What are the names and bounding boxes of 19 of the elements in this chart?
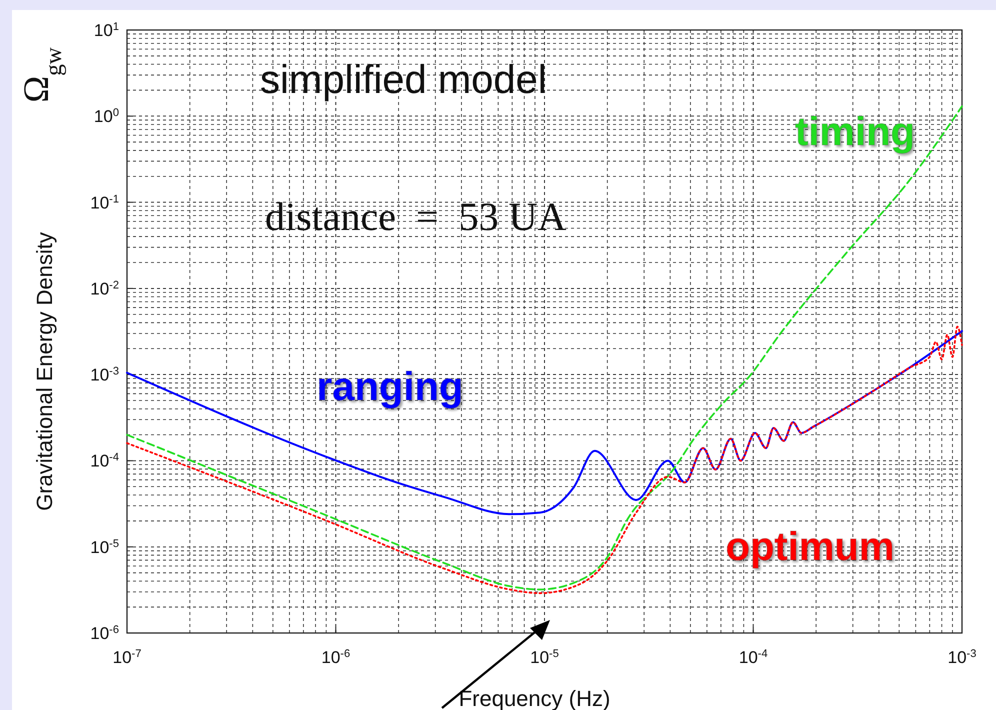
x-tick-label: 10$^{-4}$ bbox=[738, 648, 768, 667]
y-tick-label: 10$^{-5}$ bbox=[90, 538, 119, 557]
series-label: ranging bbox=[316, 365, 464, 409]
x-tick-label: 10$^{-3}$ bbox=[948, 648, 976, 667]
y-tick-label: 10$^{0}$ bbox=[94, 107, 119, 126]
series-label: timing bbox=[795, 110, 915, 154]
y-tick-label: 10$^{-6}$ bbox=[90, 624, 119, 643]
y-tick-label: 10$^{-2}$ bbox=[90, 279, 119, 298]
y-tick-label: 10$^{-4}$ bbox=[90, 452, 119, 471]
x-tick-label: 10$^{-6}$ bbox=[321, 648, 350, 667]
series-label: optimum bbox=[726, 525, 894, 569]
annotation: simplified model bbox=[260, 58, 547, 102]
x-tick-label: 10$^{-5}$ bbox=[530, 648, 559, 667]
y-tick-label: 10$^{1}$ bbox=[94, 21, 119, 40]
x-tick-label: 10$^{-7}$ bbox=[112, 648, 142, 667]
y-tick-label: 10$^{-3}$ bbox=[90, 366, 119, 385]
y-axis-title: Gravitational Energy Density bbox=[32, 232, 57, 511]
y-tick-label: 10$^{-1}$ bbox=[90, 193, 119, 212]
annotation: distance = 53 UA bbox=[265, 194, 566, 239]
